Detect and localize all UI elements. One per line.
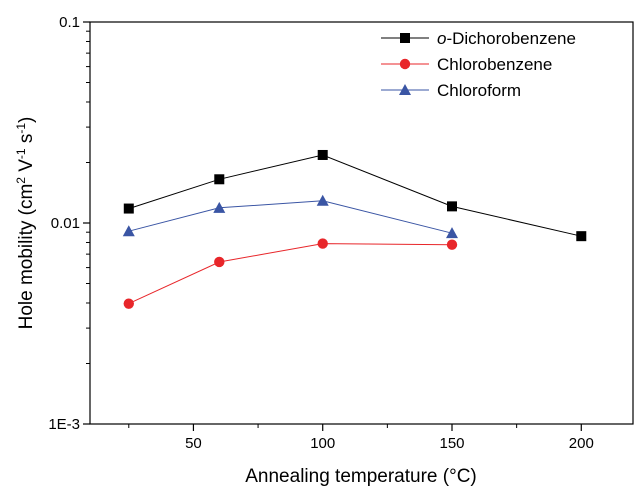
x-tick-label-150: 150	[439, 435, 464, 452]
x-axis-title: Annealing temperature (°C)	[245, 466, 477, 487]
series-line-1	[128, 243, 453, 305]
data-point-2-2	[316, 194, 329, 206]
legend-marker-chloroform	[399, 84, 411, 95]
x-tick-label-100: 100	[310, 435, 335, 452]
data-point-1-3	[446, 239, 458, 250]
data-point-1-0	[123, 298, 134, 309]
series-layer	[122, 149, 587, 309]
data-point-1-2	[317, 238, 328, 249]
y-axis-title: Hole mobility (cm2 V-1 s-1)	[14, 117, 37, 330]
y-tick-label-1: 0.01	[51, 215, 80, 232]
x-tick-label-50: 50	[185, 435, 202, 452]
data-point-0-2	[317, 149, 328, 160]
y-tick-label-2: 0.1	[59, 14, 80, 31]
data-point-0-0	[123, 203, 134, 214]
legend: o-Dichorobenzene Chlorobenzene Chlorofor…	[381, 29, 576, 100]
legend-label-chlorobenzene: Chlorobenzene	[437, 55, 552, 74]
plot-frame	[89, 21, 634, 425]
legend-marker-o-dichorobenzene	[400, 33, 410, 43]
legend-item-chloroform: Chloroform	[381, 81, 521, 100]
y-tick-label-0: 1E-3	[48, 416, 80, 433]
series-line-0	[128, 154, 582, 237]
series-2	[122, 194, 458, 239]
data-point-2-1	[213, 201, 226, 213]
legend-label-chloroform: Chloroform	[437, 81, 521, 100]
data-point-0-4	[576, 231, 587, 242]
data-point-1-1	[214, 256, 225, 268]
plot-area	[89, 21, 634, 425]
legend-label-o-dichorobenzene: o-Dichorobenzene	[437, 29, 576, 48]
data-point-2-0	[122, 225, 135, 237]
data-point-0-3	[447, 201, 457, 212]
series-line-2	[128, 200, 453, 234]
legend-item-o-dichorobenzene: o-Dichorobenzene	[381, 29, 576, 48]
legend-marker-chlorobenzene	[399, 58, 411, 70]
series-0	[123, 149, 587, 242]
data-point-2-3	[446, 227, 458, 239]
axis-ticks: 50 100 150 200 1E-3 0.01 0.1	[48, 14, 593, 452]
series-1	[123, 238, 458, 309]
x-tick-label-200: 200	[569, 435, 594, 452]
data-point-0-1	[214, 174, 225, 185]
legend-item-chlorobenzene: Chlorobenzene	[381, 55, 552, 74]
